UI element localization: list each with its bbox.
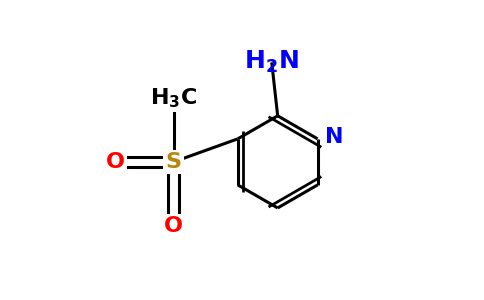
Text: $\mathregular{H_3C}$: $\mathregular{H_3C}$ (150, 86, 197, 110)
Text: $\mathregular{H_2N}$: $\mathregular{H_2N}$ (244, 49, 299, 75)
Text: N: N (325, 128, 344, 147)
Text: O: O (106, 152, 125, 172)
Text: O: O (164, 216, 183, 236)
Text: S: S (166, 152, 182, 172)
